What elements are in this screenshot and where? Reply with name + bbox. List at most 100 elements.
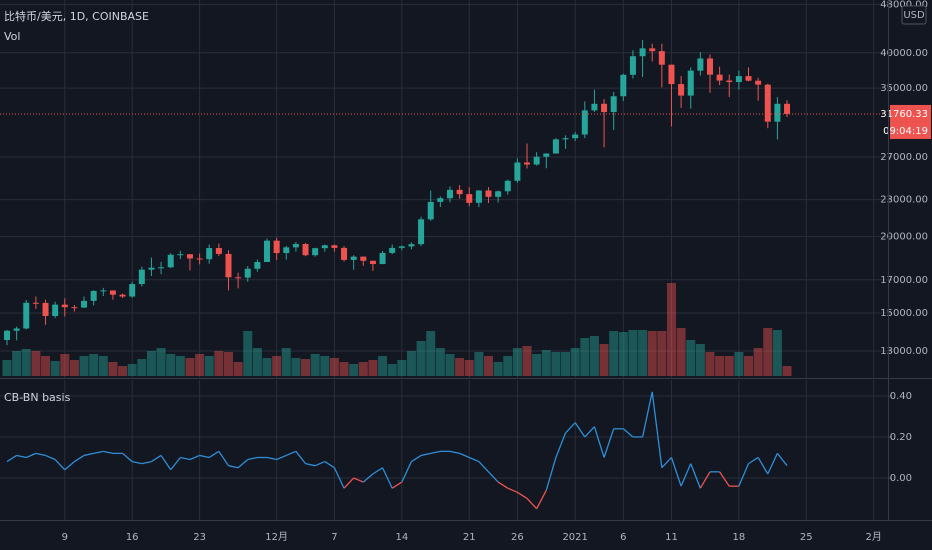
basis-line [74,454,85,463]
candle-body [32,302,39,304]
volume-bar [695,344,705,376]
volume-bar [522,346,532,376]
candle-body [244,268,251,278]
volume-bar [166,354,176,376]
candle-body [610,96,617,113]
candle-body [639,48,646,57]
volume-bar [532,354,542,376]
volume-bar [464,360,474,376]
price-label: 31760.33 [880,109,928,120]
candle-body [4,330,10,340]
candle-body [572,134,579,139]
candle-body [446,189,453,199]
volume-bar [291,358,301,376]
volume-bar [349,364,359,376]
x-tick-label: 26 [511,532,524,543]
candle-body [697,58,704,71]
candle-body [312,248,319,256]
candle-body [331,245,338,248]
x-tick-label: 23 [193,532,206,543]
candle-body [784,103,791,114]
x-tick-label: 25 [800,532,813,543]
volume-bar [715,356,725,376]
volume-bar [146,351,156,376]
volume-bar [512,348,522,376]
volume-bar [416,341,426,376]
candle-body [341,247,348,260]
candle-body [360,256,367,261]
basis-line [343,477,355,489]
basis-line [680,463,692,487]
volume-bar [676,328,686,376]
candle-body [716,74,723,81]
countdown-label: 09:04:19 [883,126,928,137]
basis-line [449,450,460,455]
volume-bar [50,361,60,376]
volume-bar [724,356,734,376]
volume-bar [185,358,195,376]
y-tick-label: 48000.00 [880,0,928,10]
countdown-box [890,121,931,139]
basis-line [420,452,431,457]
currency-label[interactable]: USD [903,10,925,21]
candle-body [495,191,502,197]
candle-body [292,244,299,248]
volume-bar [195,354,205,376]
candle-body [668,64,675,85]
basis-line [276,454,287,461]
candle-body [61,304,68,308]
volume-bar [705,352,715,376]
y-tick-label: 27000.00 [880,152,928,163]
volume-bar [426,331,436,376]
candle-body [504,180,511,192]
basis-line [295,450,307,465]
candle-body [543,153,550,157]
candle-body [456,189,463,195]
candle-body [129,284,136,297]
basis-line [333,467,345,489]
basis-line [132,460,142,465]
candle-body [418,219,425,245]
volume-bar [79,356,89,376]
volume-bar [243,331,253,376]
basis-line [497,481,509,489]
volume-bar [21,349,31,376]
candle-body [167,254,174,268]
basis-line [35,452,46,457]
volume-bar [281,348,291,376]
candle-body [369,260,376,265]
basis-line [305,462,316,467]
candle-body [466,194,473,203]
basis-line [468,456,480,463]
x-tick-label: 18 [733,532,746,543]
basis-line [199,454,210,459]
x-tick-label: 6 [620,532,626,543]
candle-body [23,302,30,329]
basis-line [401,461,413,483]
basis-line [286,450,297,457]
basis-line [526,498,538,510]
candle-body [601,103,608,113]
currency-box[interactable] [901,5,927,25]
candle-body [678,84,685,96]
candle-body [177,254,184,256]
volume-bar [310,354,320,376]
volume-bar [541,350,551,376]
basis-line [748,456,759,465]
y-tick-label: 20000.00 [880,232,928,243]
basis-line [622,428,634,438]
volume-bar [638,330,648,376]
candle-body [552,139,559,154]
volume-bar [378,356,388,376]
basis-line [391,481,403,489]
candle-body [774,103,781,122]
volume-bar [329,358,339,376]
basis-line [478,461,489,473]
volume-bar [2,360,12,376]
candle-body [52,304,59,317]
volume-bar [734,352,744,376]
volume-bar [204,356,214,376]
volume-bar [262,358,272,376]
candle-body [273,240,280,254]
